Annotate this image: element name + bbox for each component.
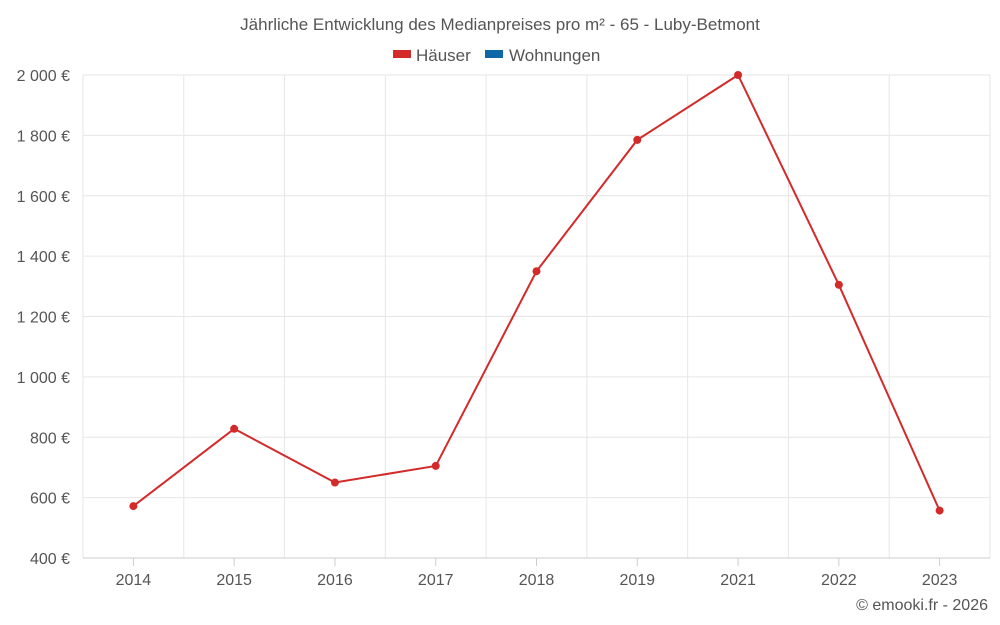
y-tick-label: 1 600 € xyxy=(17,189,70,206)
data-point-haeuser[interactable] xyxy=(129,502,138,511)
data-point-haeuser[interactable] xyxy=(230,424,239,433)
x-tick-label: 2018 xyxy=(519,572,555,589)
credit-text: © emooki.fr - 2026 xyxy=(856,597,988,614)
data-point-haeuser[interactable] xyxy=(633,135,642,144)
legend-swatch-wohnungen xyxy=(485,50,503,58)
y-axis: 2 000 € 1 800 € 1 600 € 1 400 € 1 200 € 1 000… xyxy=(17,68,70,568)
y-tick-label: 2 000 € xyxy=(17,68,70,85)
x-tick-label: 2017 xyxy=(418,572,454,589)
gridlines xyxy=(82,74,991,559)
x-axis: 2014 2015 2016 2017 2018 2019 2021 2022 2023 xyxy=(83,557,990,589)
data-point-haeuser[interactable] xyxy=(532,267,541,276)
x-tick-label: 2021 xyxy=(720,572,756,589)
data-point-haeuser[interactable] xyxy=(431,461,440,470)
x-tick-label: 2016 xyxy=(317,572,353,589)
y-tick-label: 800 € xyxy=(30,430,70,447)
y-tick-label: 1 400 € xyxy=(17,249,70,266)
y-tick-label: 1 800 € xyxy=(17,128,70,145)
chart-title: Jährliche Entwicklung des Medianpreises … xyxy=(240,15,760,34)
series-haeuser xyxy=(129,71,944,515)
data-point-haeuser[interactable] xyxy=(834,280,843,289)
x-tick-label: 2022 xyxy=(821,572,857,589)
data-point-haeuser[interactable] xyxy=(935,506,944,515)
legend-item-wohnungen[interactable]: Wohnungen xyxy=(485,46,600,65)
data-point-haeuser[interactable] xyxy=(734,71,743,79)
series-line-haeuser xyxy=(132,74,941,512)
data-point-haeuser[interactable] xyxy=(330,478,339,487)
legend: Häuser Wohnungen xyxy=(393,46,600,65)
legend-label-haeuser: Häuser xyxy=(416,46,471,65)
y-tick-label: 600 € xyxy=(30,491,70,508)
y-tick-label: 1 000 € xyxy=(17,370,70,387)
y-tick-label: 1 200 € xyxy=(17,310,70,327)
x-tick-label: 2023 xyxy=(922,572,958,589)
legend-item-haeuser[interactable]: Häuser xyxy=(393,46,471,65)
x-tick-label: 2014 xyxy=(116,572,152,589)
legend-swatch-haeuser xyxy=(393,50,411,58)
x-tick-label: 2019 xyxy=(619,572,655,589)
legend-label-wohnungen: Wohnungen xyxy=(509,46,600,65)
x-tick-label: 2015 xyxy=(216,572,252,589)
y-tick-label: 400 € xyxy=(30,551,70,568)
